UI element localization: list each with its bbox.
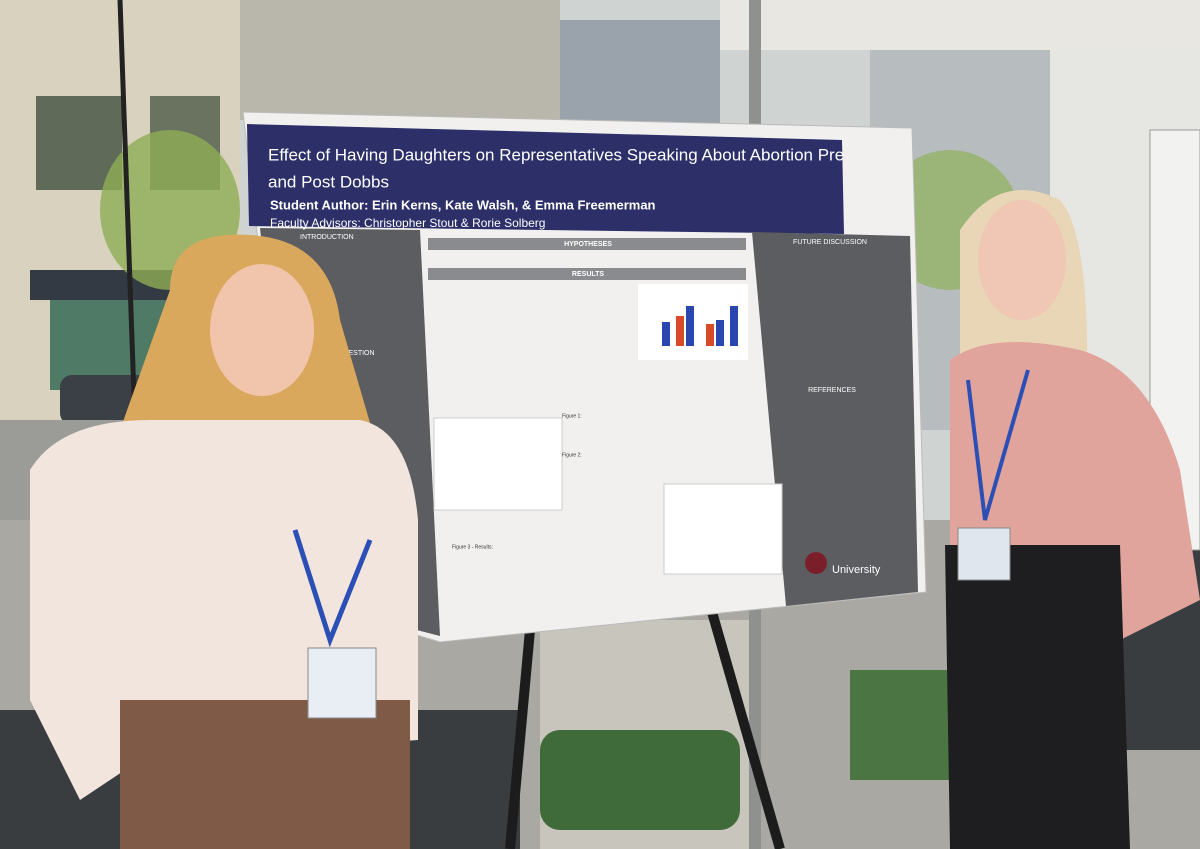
poster-title: Effect of Having Daughters on Representa… — [268, 145, 844, 164]
logo-mark — [805, 552, 827, 574]
figure-bar — [716, 320, 724, 346]
pants — [945, 545, 1130, 849]
badge — [957, 527, 1011, 581]
badge — [307, 647, 377, 719]
section-heading: QUESTION — [338, 350, 375, 357]
building-tower — [560, 20, 720, 130]
easel-leg — [505, 629, 535, 849]
poster-advisors: Faculty Advisors: Christopher Stout & Ro… — [270, 216, 545, 230]
figure-bar — [730, 306, 738, 346]
poster-authors: Student Author: Erin Kerns, Kate Walsh, … — [270, 197, 656, 212]
figure-label: Figure 1: — [562, 413, 582, 419]
poster-header — [247, 124, 844, 234]
easel-leg — [707, 610, 785, 849]
lanyard — [966, 369, 1030, 521]
poster-logo: University — [832, 564, 881, 576]
poster-title: and Post Dobbs — [268, 172, 389, 191]
section-heading: HYPOTHESES — [564, 241, 612, 248]
poster-figure — [433, 417, 563, 511]
figure-bar — [706, 324, 714, 346]
poster-figure — [663, 483, 783, 575]
hypotheses-bar — [428, 238, 746, 250]
ceiling — [720, 0, 1200, 50]
figure-bar — [676, 316, 684, 346]
section-heading: FUTURE DISCUSSION — [793, 239, 867, 246]
figure-label: Figure 2: — [562, 452, 582, 458]
face — [978, 200, 1066, 320]
results-bar — [428, 268, 746, 280]
hedge — [540, 730, 740, 830]
pants — [120, 700, 410, 849]
figure-label: Figure 3 - Results: — [452, 544, 493, 550]
hedge — [850, 670, 950, 780]
figure-bar — [662, 322, 670, 346]
section-heading: INTRODUCTION — [300, 234, 354, 241]
lanyard — [292, 529, 373, 648]
poster-right-column — [752, 232, 918, 606]
section-heading: RESULTS — [572, 271, 604, 278]
shirt — [950, 342, 1200, 640]
section-heading: REFERENCES — [808, 387, 856, 394]
figure-bar — [686, 306, 694, 346]
building-mid — [240, 0, 560, 120]
face — [210, 264, 314, 396]
